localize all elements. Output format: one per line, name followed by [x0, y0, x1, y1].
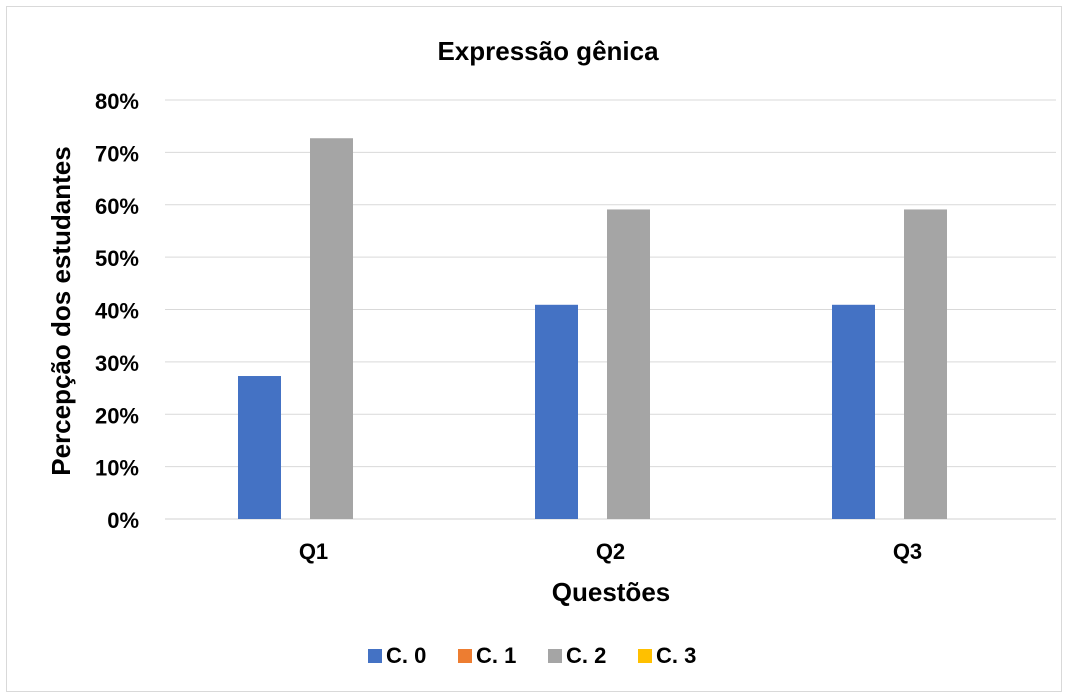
y-tick-label: 80% [95, 89, 139, 114]
x-tick-label: Q2 [596, 539, 625, 564]
x-tick-label: Q1 [299, 539, 328, 564]
y-tick-label: 50% [95, 246, 139, 271]
y-tick-label: 40% [95, 299, 139, 324]
chart-frame [6, 6, 1062, 692]
legend-label: C. 1 [476, 643, 516, 668]
y-tick-label: 10% [95, 456, 139, 481]
bar [535, 304, 578, 519]
y-tick-label: 30% [95, 351, 139, 376]
y-axis-ticks: 0% 10% 20% 30% 40% 50% 60% 70% 80% [95, 89, 139, 533]
bars [238, 138, 947, 519]
legend-swatch [638, 649, 652, 663]
legend-swatch [548, 649, 562, 663]
legend-label: C. 0 [386, 643, 426, 668]
bar [310, 138, 353, 519]
x-axis-ticks: Q1 Q2 Q3 [299, 539, 922, 564]
x-axis-label: Questões [552, 577, 671, 607]
y-axis-label: Percepção dos estudantes [46, 146, 76, 475]
x-tick-label: Q3 [893, 539, 922, 564]
legend-label: C. 3 [656, 643, 696, 668]
bar [904, 209, 947, 519]
legend-label: C. 2 [566, 643, 606, 668]
bar [832, 304, 875, 519]
legend: C. 0 C. 1 C. 2 C. 3 [368, 643, 696, 668]
legend-swatch [368, 649, 382, 663]
legend-swatch [458, 649, 472, 663]
chart-title: Expressão gênica [437, 36, 659, 66]
y-tick-label: 20% [95, 403, 139, 428]
y-tick-label: 70% [95, 141, 139, 166]
y-tick-label: 0% [107, 508, 139, 533]
bar [238, 376, 281, 519]
bar [607, 209, 650, 519]
y-tick-label: 60% [95, 194, 139, 219]
